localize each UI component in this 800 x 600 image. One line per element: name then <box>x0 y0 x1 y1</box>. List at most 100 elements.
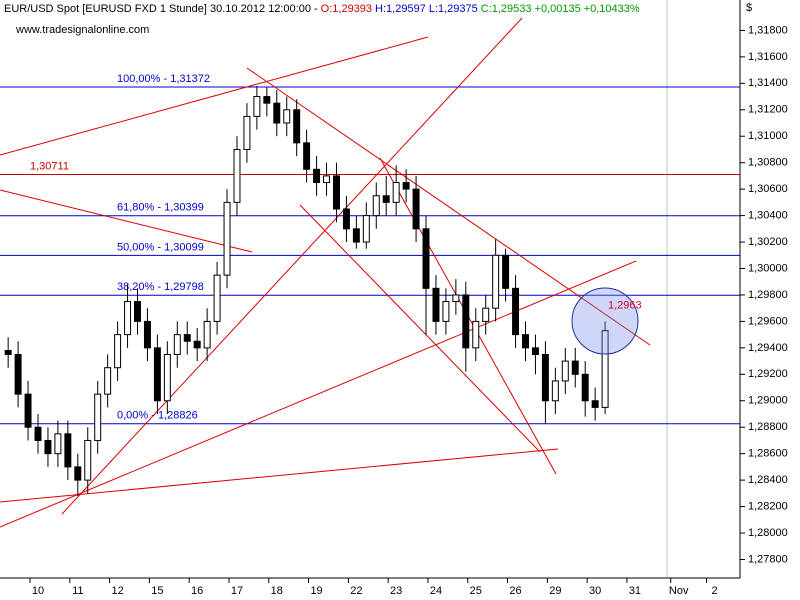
candle-body <box>143 320 151 349</box>
y-tick-label: 1,28600 <box>748 448 788 460</box>
x-tick-label: 29 <box>549 585 561 597</box>
y-tick-label: 1,30800 <box>748 157 788 169</box>
candle-body <box>442 301 450 322</box>
candle-body <box>24 393 32 428</box>
x-tick-label: 22 <box>350 585 362 597</box>
y-tick-label: 1,29200 <box>748 368 788 380</box>
header-part: +0,10433% <box>584 3 640 15</box>
x-tick-label: 23 <box>390 585 402 597</box>
candle-body <box>472 320 480 349</box>
header-part: C:1,29533 <box>481 3 532 15</box>
candle-body <box>4 350 12 355</box>
y-tick-label: 1,28800 <box>748 421 788 433</box>
x-tick-label: Nov <box>669 585 689 597</box>
candle-body <box>462 294 470 349</box>
candle-body <box>74 466 82 481</box>
y-tick-label: 1,31600 <box>748 51 788 63</box>
candle-body <box>44 439 52 455</box>
candle-body <box>492 254 500 309</box>
candle-body <box>134 301 141 322</box>
header-part: +0,00135 <box>535 3 581 15</box>
y-tick-label: 1,31800 <box>748 24 788 36</box>
candle-body <box>273 102 281 124</box>
candle-body <box>283 109 291 124</box>
y-tick-label: 1,30600 <box>748 183 788 195</box>
candle-body <box>183 334 191 342</box>
x-tick-label: 26 <box>509 585 521 597</box>
y-tick-label: 1,28000 <box>748 527 788 539</box>
candle-body <box>213 274 221 322</box>
watermark: www.tradesignalonline.com <box>15 24 149 36</box>
candle-body <box>392 182 400 203</box>
x-tick-label: 17 <box>231 585 243 597</box>
level-label: 61,80% - 1,30399 <box>117 202 204 214</box>
trendline <box>0 189 253 253</box>
candle-body <box>422 228 430 289</box>
y-tick-label: 1,29000 <box>748 395 788 407</box>
candle-body <box>432 287 440 322</box>
candle-body <box>223 201 231 276</box>
candle-body <box>54 433 62 455</box>
x-tick-label: 11 <box>72 585 83 597</box>
candle-body <box>233 148 241 203</box>
y-tick-label: 1,31400 <box>748 77 788 89</box>
highlight-circle <box>571 287 639 355</box>
candle-body <box>571 360 579 375</box>
candle-body <box>591 400 599 408</box>
trendline <box>246 67 651 346</box>
candle-body <box>94 393 102 441</box>
candle-body <box>382 195 390 203</box>
candle-body <box>84 439 92 481</box>
currency: $ <box>746 2 752 14</box>
candle-body <box>522 334 529 349</box>
x-tick-label: 19 <box>310 585 322 597</box>
level-label: 50,00% - 1,30099 <box>117 241 204 253</box>
candle-body <box>203 320 211 349</box>
trendline <box>299 204 541 453</box>
candle-body <box>64 433 72 468</box>
header-part: L:1,29375 <box>429 3 478 15</box>
candle-body <box>303 142 311 170</box>
x-tick-label: 18 <box>271 585 283 597</box>
candle-body <box>601 330 609 408</box>
levels: 100,00% - 1,31372 61,80% - 1,30399 50,00% … <box>0 73 740 425</box>
x-tick-label: 24 <box>430 585 442 597</box>
candles <box>4 85 609 496</box>
candle-body <box>34 426 42 441</box>
candle-body <box>452 294 460 303</box>
header-part: O:1,29393 <box>321 3 372 15</box>
y-tick-label: 1,27800 <box>748 553 788 565</box>
candle-body <box>531 347 539 355</box>
candle-body <box>502 254 510 289</box>
header-part: H:1,29597 <box>375 3 426 15</box>
candle-body <box>243 115 251 150</box>
candle-body <box>561 360 569 382</box>
x-tick-label: 12 <box>111 585 123 597</box>
candle-body <box>163 353 171 402</box>
candle-body <box>362 215 370 243</box>
trendline <box>0 448 559 503</box>
x-tick-label: 25 <box>470 585 482 597</box>
candle-body <box>114 334 122 369</box>
y-tick-label: 1,28400 <box>748 474 788 486</box>
y-tick-label: 1,29600 <box>748 315 788 327</box>
candle-body <box>263 96 271 104</box>
candle-body <box>581 373 589 402</box>
y-tick-label: 1,30000 <box>748 262 788 274</box>
y-tick-label: 1,29800 <box>748 289 788 301</box>
candle-body <box>402 182 410 190</box>
y-tick-label: 1,30200 <box>748 236 788 248</box>
candle-body <box>541 353 549 402</box>
candle-body <box>412 188 420 230</box>
y-tick-label: 1,31000 <box>748 130 788 142</box>
y-tick-label: 1,30400 <box>748 209 788 221</box>
trendline <box>61 17 523 515</box>
level-label: 0,00% - 1,28826 <box>117 410 198 422</box>
candle-body <box>14 353 22 395</box>
y-tick-label: 1,31200 <box>748 104 788 116</box>
x-tick-label: 15 <box>151 585 163 597</box>
candle-body <box>352 228 360 243</box>
candle-body <box>332 175 340 210</box>
